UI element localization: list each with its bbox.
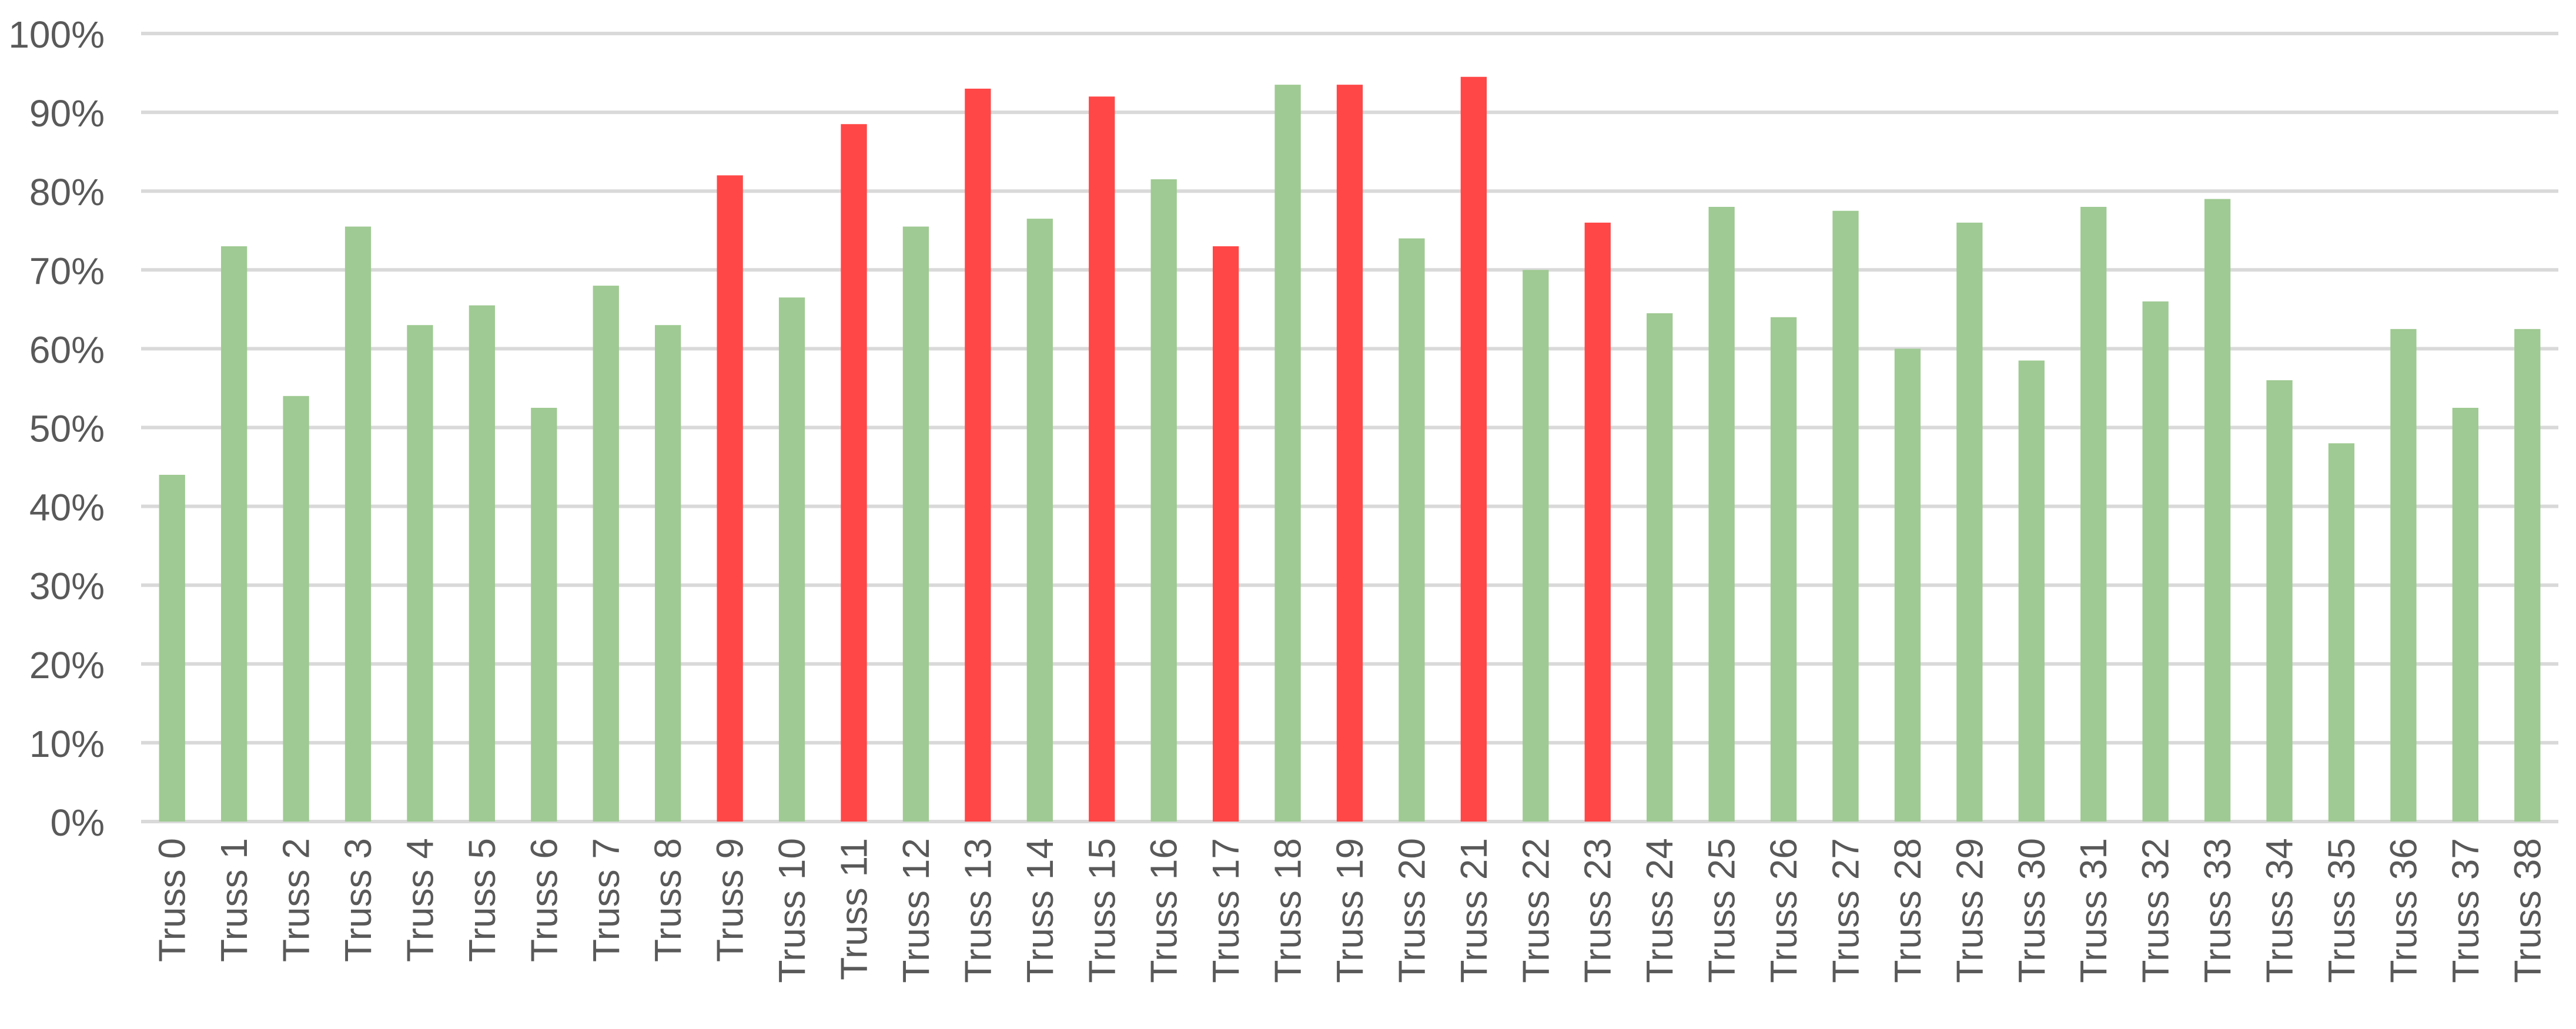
x-tick-label: Truss 19 (1329, 838, 1371, 983)
x-tick-label: Truss 20 (1390, 838, 1433, 983)
bar-truss-7 (593, 286, 619, 822)
bar-truss-6 (531, 407, 557, 822)
x-tick-label: Truss 23 (1577, 838, 1619, 983)
bar-truss-24 (1647, 313, 1673, 822)
bar-truss-37 (2452, 407, 2478, 822)
x-tick-label: Truss 15 (1080, 838, 1123, 983)
bar-truss-23 (1584, 222, 1611, 822)
bar-truss-1 (221, 246, 247, 822)
bar-truss-20 (1399, 238, 1425, 822)
bar-truss-15 (1089, 96, 1115, 822)
bar-truss-22 (1523, 270, 1549, 822)
bar-truss-35 (2328, 443, 2355, 822)
bar-truss-18 (1274, 85, 1301, 822)
x-tick-label: Truss 36 (2382, 838, 2424, 983)
x-tick-label: Truss 28 (1886, 838, 1929, 983)
x-tick-label: Truss 4 (399, 838, 441, 962)
x-tick-label: Truss 2 (275, 838, 317, 962)
x-tick-label: Truss 31 (2072, 838, 2115, 983)
bar-truss-5 (469, 305, 496, 822)
x-tick-label: Truss 17 (1205, 838, 1247, 983)
bar-truss-13 (965, 88, 991, 822)
y-tick-label: 30% (29, 565, 105, 608)
bar-truss-32 (2142, 301, 2169, 822)
x-tick-label: Truss 38 (2506, 838, 2548, 983)
x-tick-label: Truss 27 (1824, 838, 1866, 983)
bar-truss-4 (407, 325, 433, 822)
bar-truss-8 (655, 325, 681, 822)
bar-truss-36 (2390, 329, 2417, 822)
bar-truss-10 (778, 297, 805, 822)
bar-truss-34 (2266, 380, 2293, 822)
bar-truss-33 (2204, 199, 2231, 822)
bar-truss-12 (902, 226, 929, 822)
x-tick-label: Truss 9 (709, 838, 751, 962)
bar-truss-2 (283, 395, 309, 822)
bar-truss-25 (1708, 207, 1735, 822)
y-tick-label: 50% (29, 408, 105, 450)
x-tick-label: Truss 22 (1514, 838, 1557, 983)
x-tick-label: Truss 13 (956, 838, 999, 983)
y-tick-label: 70% (29, 250, 105, 292)
y-tick-label: 90% (29, 92, 105, 135)
x-tick-label: Truss 8 (647, 838, 689, 962)
bar-truss-28 (1894, 348, 1921, 822)
y-tick-label: 60% (29, 329, 105, 371)
x-tick-label: Truss 14 (1019, 838, 1061, 983)
bar-truss-29 (1956, 222, 1983, 822)
x-tick-label: Truss 34 (2259, 838, 2301, 983)
bar-truss-9 (717, 175, 743, 822)
bar-truss-31 (2080, 207, 2107, 822)
bar-truss-0 (159, 474, 185, 822)
x-tick-label: Truss 24 (1638, 838, 1681, 983)
bar-truss-16 (1150, 179, 1177, 822)
bar-truss-21 (1460, 76, 1487, 822)
x-axis-tick-labels: Truss 0 Truss 1 Truss 2 Truss 3 Truss 4 Truss… (151, 838, 2549, 983)
bar-truss-27 (1832, 210, 1859, 822)
bar-truss-38 (2514, 329, 2541, 822)
bar-truss-26 (1770, 317, 1797, 822)
y-axis-tick-labels: 0% 10% 20% 30% 40% 50% 60% 70% 80% 90% 100% (8, 14, 105, 844)
bars (159, 76, 2541, 822)
x-tick-label: Truss 33 (2196, 838, 2239, 983)
x-tick-label: Truss 1 (213, 838, 255, 962)
x-tick-label: Truss 26 (1762, 838, 1805, 983)
x-tick-label: Truss 25 (1701, 838, 1743, 983)
y-tick-label: 0% (51, 802, 105, 844)
y-tick-label: 100% (8, 14, 105, 56)
y-tick-label: 80% (29, 171, 105, 213)
x-tick-label: Truss 29 (1948, 838, 1990, 983)
x-tick-label: Truss 10 (771, 838, 813, 983)
x-tick-label: Truss 35 (2320, 838, 2363, 983)
x-tick-label: Truss 7 (585, 838, 627, 962)
x-tick-label: Truss 5 (461, 838, 503, 962)
bar-truss-14 (1026, 219, 1053, 822)
x-tick-label: Truss 37 (2444, 838, 2487, 983)
x-tick-label: Truss 6 (523, 838, 565, 962)
y-tick-label: 20% (29, 644, 105, 686)
x-tick-label: Truss 16 (1143, 838, 1185, 983)
x-tick-label: Truss 18 (1267, 838, 1309, 983)
x-tick-label: Truss 21 (1453, 838, 1495, 983)
x-tick-label: Truss 3 (337, 838, 379, 962)
bar-truss-11 (841, 124, 867, 822)
x-tick-label: Truss 0 (151, 838, 193, 962)
x-tick-label: Truss 12 (895, 838, 937, 983)
x-tick-label: Truss 11 (833, 838, 875, 980)
bar-truss-3 (344, 226, 372, 822)
bar-truss-19 (1336, 85, 1363, 822)
x-tick-label: Truss 30 (2010, 838, 2053, 983)
y-tick-label: 40% (29, 487, 105, 529)
bar-truss-17 (1212, 246, 1239, 822)
x-tick-label: Truss 32 (2135, 838, 2177, 983)
y-tick-label: 10% (29, 723, 105, 765)
bar-truss-30 (2018, 360, 2045, 822)
